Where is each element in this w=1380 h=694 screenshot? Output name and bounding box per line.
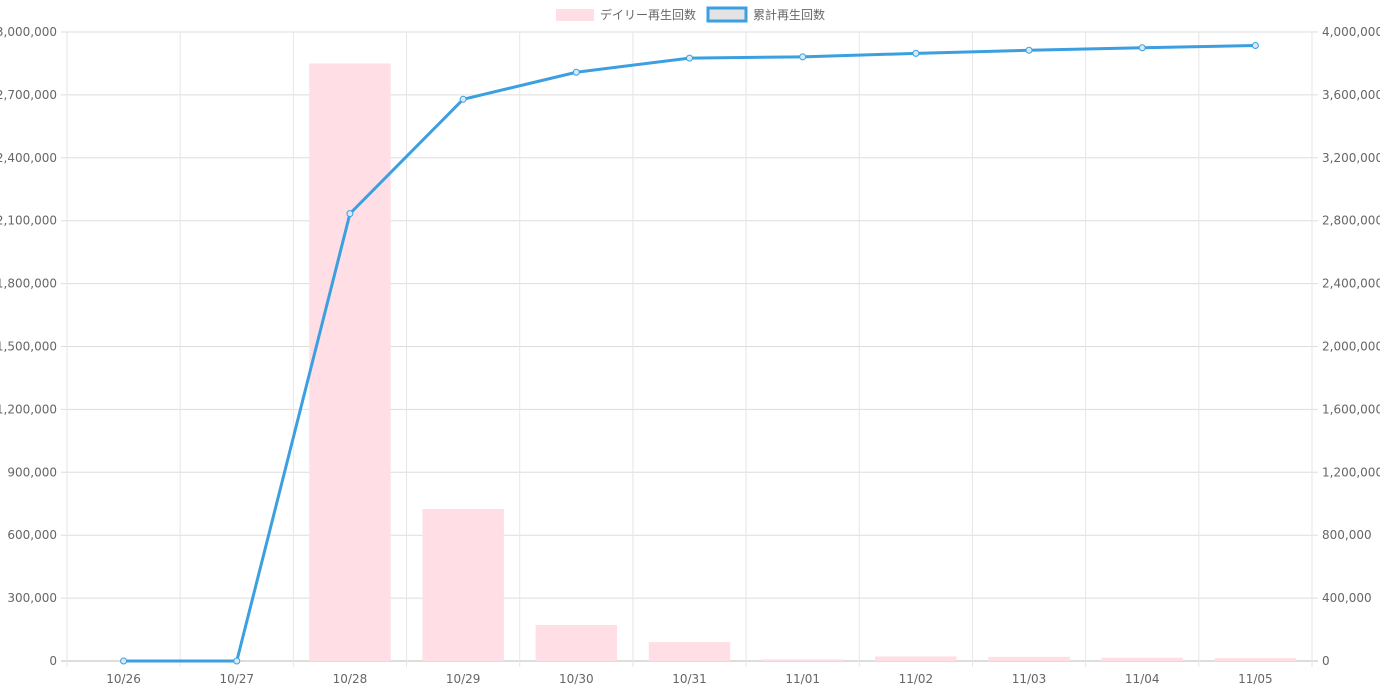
line-point-10/29[interactable] bbox=[459, 95, 467, 103]
legend[interactable]: デイリー再生回数 累計再生回数 bbox=[556, 6, 825, 23]
line-point-10/30[interactable] bbox=[572, 68, 580, 76]
x-axis-tick-label: 11/03 bbox=[1012, 672, 1047, 686]
right-axis-tick-label: 2,000,000 bbox=[1322, 340, 1380, 354]
bar-11/02[interactable] bbox=[875, 656, 957, 661]
legend-swatch-daily[interactable] bbox=[556, 9, 594, 21]
left-axis-tick-label: 600,000 bbox=[7, 528, 57, 542]
right-axis-tick-label: 3,200,000 bbox=[1322, 151, 1380, 165]
grid-layer bbox=[61, 31, 1318, 667]
right-axis-tick-label: 1,600,000 bbox=[1322, 402, 1380, 416]
bar-10/28[interactable] bbox=[309, 63, 391, 661]
left-axis-tick-label: 2,400,000 bbox=[0, 151, 57, 165]
bar-10/31[interactable] bbox=[648, 642, 731, 661]
line-point-11/02[interactable] bbox=[912, 49, 920, 57]
line-point-11/05[interactable] bbox=[1251, 42, 1259, 50]
right-axis-tick-label: 1,200,000 bbox=[1322, 465, 1380, 479]
right-axis-tick-label: 400,000 bbox=[1322, 591, 1372, 605]
line-point-10/26[interactable] bbox=[120, 657, 128, 665]
x-axis-tick-label: 11/04 bbox=[1125, 672, 1160, 686]
x-axis-tick-label: 11/01 bbox=[785, 672, 820, 686]
bar-11/05[interactable] bbox=[1214, 658, 1297, 661]
x-axis-tick-label: 10/30 bbox=[559, 672, 594, 686]
right-axis-tick-label: 2,800,000 bbox=[1322, 214, 1380, 228]
bar-11/01[interactable] bbox=[761, 659, 844, 661]
right-axis-tick-label: 2,400,000 bbox=[1322, 277, 1380, 291]
right-axis-tick-label: 0 bbox=[1322, 654, 1330, 668]
left-axis-tick-label: 3,000,000 bbox=[0, 25, 57, 39]
legend-swatch-cumulative[interactable] bbox=[706, 6, 748, 23]
right-axis-tick-label: 4,000,000 bbox=[1322, 25, 1380, 39]
left-axis-tick-label: 900,000 bbox=[7, 465, 57, 479]
line-point-10/31[interactable] bbox=[686, 54, 693, 62]
line-point-11/01[interactable] bbox=[799, 53, 807, 61]
bar-10/30[interactable] bbox=[535, 624, 618, 661]
bar-10/29[interactable] bbox=[422, 508, 504, 661]
left-axis-tick-label: 1,200,000 bbox=[0, 402, 57, 416]
left-axis-tick-label: 0 bbox=[49, 654, 57, 668]
x-axis-tick-label: 10/27 bbox=[219, 672, 254, 686]
x-axis-tick-label: 10/28 bbox=[333, 672, 368, 686]
x-axis-tick-label: 11/05 bbox=[1238, 672, 1273, 686]
line-point-11/04[interactable] bbox=[1138, 44, 1146, 52]
right-axis-tick-label: 3,600,000 bbox=[1322, 88, 1380, 102]
left-axis-tick-label: 300,000 bbox=[7, 591, 57, 605]
bar-11/04[interactable] bbox=[1101, 657, 1183, 661]
axes-layer: 3,000,000 2,700,000 2,400,000 2,100,000 1,80… bbox=[0, 25, 1380, 686]
left-axis-tick-label: 2,700,000 bbox=[0, 88, 57, 102]
left-axis-tick-label: 1,500,000 bbox=[0, 340, 57, 354]
legend-label-daily[interactable]: デイリー再生回数 bbox=[600, 7, 696, 22]
line-point-10/27[interactable] bbox=[233, 657, 241, 665]
right-axis-tick-label: 800,000 bbox=[1322, 528, 1372, 542]
x-axis-tick-label: 10/26 bbox=[106, 672, 141, 686]
line-point-11/03[interactable] bbox=[1025, 46, 1033, 54]
x-axis-tick-label: 10/29 bbox=[446, 672, 481, 686]
x-axis-tick-label: 10/31 bbox=[672, 672, 707, 686]
line-point-10/28[interactable] bbox=[346, 210, 354, 218]
bar-11/03[interactable] bbox=[988, 656, 1070, 661]
left-axis-tick-label: 2,100,000 bbox=[0, 214, 57, 228]
line-layer bbox=[120, 42, 1259, 665]
left-axis-tick-label: 1,800,000 bbox=[0, 277, 57, 291]
x-axis-tick-label: 11/02 bbox=[899, 672, 934, 686]
legend-label-cumulative[interactable]: 累計再生回数 bbox=[753, 7, 825, 22]
bars-layer bbox=[309, 63, 1297, 661]
